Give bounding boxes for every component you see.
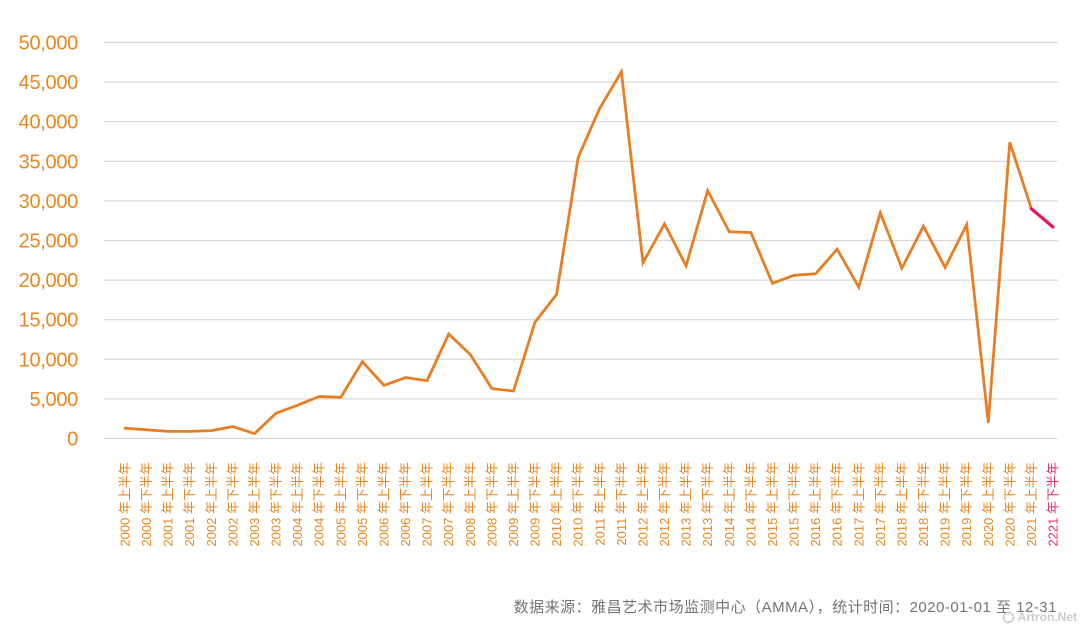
x-tick-label: 2018 年下半年 xyxy=(916,462,931,547)
x-tick-label: 2012 年上半年 xyxy=(636,462,651,547)
x-tick-label: 2006 年上半年 xyxy=(377,462,392,547)
x-tick-label: 2018 年上半年 xyxy=(894,462,909,547)
watermark: Artron.Net xyxy=(1002,610,1077,624)
x-tick-label: 2001 年上半年 xyxy=(161,462,176,547)
series-line-final-segment xyxy=(1029,207,1055,229)
x-tick-label: 2005 年上半年 xyxy=(333,462,348,547)
x-tick-label: 2006 年下半年 xyxy=(398,462,413,547)
x-tick-label: 2011 年下半年 xyxy=(614,462,629,546)
x-tick-label: 2003 年下半年 xyxy=(269,462,284,547)
x-tick-label: 2010 年下半年 xyxy=(571,462,586,547)
x-tick-label: 2002 年下半年 xyxy=(225,462,240,547)
x-tick-label: 2012 年下半年 xyxy=(657,462,672,547)
y-tick-label: 40,000 xyxy=(19,112,79,134)
x-tick-label: 2013 年上半年 xyxy=(679,462,694,547)
y-tick-label: 5,000 xyxy=(29,389,78,411)
y-axis-labels: 0 5,000 10,000 15,000 20,000 25,000 30,000 35,0… xyxy=(19,33,79,451)
y-tick-label: 45,000 xyxy=(19,72,79,94)
x-tick-label: 2000 年上半年 xyxy=(118,462,133,547)
x-tick-label: 2013 年下半年 xyxy=(700,462,715,547)
y-tick-label: 35,000 xyxy=(19,151,79,173)
x-tick-label: 2221 年下半年 xyxy=(1046,462,1061,547)
y-tick-label: 20,000 xyxy=(19,270,79,292)
x-tick-label: 2009 年上半年 xyxy=(506,462,521,547)
y-tick-label: 10,000 xyxy=(19,349,79,371)
x-tick-label: 2020 年上半年 xyxy=(981,462,996,547)
x-tick-label: 2000 年下半年 xyxy=(139,462,154,547)
x-tick-label: 2004 年下半年 xyxy=(312,462,327,547)
x-tick-label: 2015 年上半年 xyxy=(765,462,780,547)
y-tick-label: 50,000 xyxy=(19,33,79,55)
watermark-text: Artron.Net xyxy=(1017,610,1077,624)
y-tick-label: 25,000 xyxy=(19,231,79,253)
x-tick-label: 2002 年上半年 xyxy=(204,462,219,547)
y-tick-label: 15,000 xyxy=(19,310,79,332)
x-tick-label: 2003 年上半年 xyxy=(247,462,262,547)
x-tick-label: 2016 年下半年 xyxy=(830,462,845,547)
gridlines xyxy=(104,41,1058,440)
series-line-main xyxy=(123,67,1033,436)
x-tick-label: 2014 年上半年 xyxy=(722,462,737,547)
x-tick-label: 2014 年下半年 xyxy=(743,462,758,547)
x-tick-label: 2001 年下半年 xyxy=(182,462,197,547)
x-tick-label: 2017 年下半年 xyxy=(873,462,888,547)
y-tick-label: 30,000 xyxy=(19,191,79,213)
x-tick-label: 2015 年下半年 xyxy=(787,462,802,547)
x-tick-label: 2019 年下半年 xyxy=(959,462,974,547)
x-axis-labels: 2000 年上半年 2000 年下半年 2001 年上半年 2001 年下半年 2002… xyxy=(118,462,1061,547)
x-tick-label: 2010 年上半年 xyxy=(549,462,564,547)
x-tick-label: 2007 年上半年 xyxy=(420,462,435,547)
x-tick-label: 2017 年上半年 xyxy=(851,462,866,547)
x-tick-label: 2007 年下半年 xyxy=(441,462,456,547)
artron-logo-icon xyxy=(1002,611,1015,624)
data-source-text: 数据来源：雅昌艺术市场监测中心（AMMA），统计时间：2020-01-01 至 … xyxy=(513,599,1057,616)
x-tick-label: 2021 年上半年 xyxy=(1024,462,1039,547)
y-tick-label: 0 xyxy=(67,429,78,451)
data-source-note: 数据来源：雅昌艺术市场监测中心（AMMA），统计时间：2020-01-01 至 … xyxy=(514,596,1057,617)
x-tick-label: 2008 年下半年 xyxy=(484,462,499,547)
x-tick-label: 2019 年上半年 xyxy=(938,462,953,547)
x-tick-label: 2016 年上半年 xyxy=(808,462,823,547)
x-tick-label: 2004 年上半年 xyxy=(290,462,305,547)
x-tick-label: 2009 年下半年 xyxy=(528,462,543,547)
x-tick-label: 2011 年上半年 xyxy=(592,462,607,546)
x-tick-label: 2020 年下半年 xyxy=(1002,462,1017,547)
data-series xyxy=(123,67,1055,436)
x-tick-label: 2008 年上半年 xyxy=(463,462,478,547)
x-tick-label: 2005 年下半年 xyxy=(355,462,370,547)
